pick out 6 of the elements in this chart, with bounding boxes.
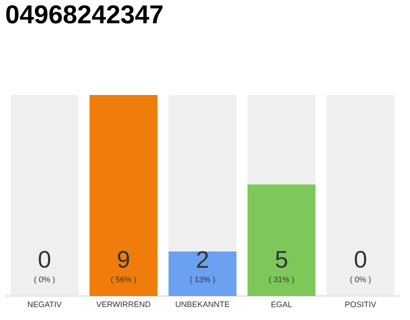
data-label: 9 [118, 250, 130, 268]
chart-title: 04968242347 [6, 5, 162, 24]
data-label: 5 [276, 251, 288, 268]
annotation: 0 [38, 250, 50, 268]
data-label: 2 [197, 251, 208, 268]
annotation: 0 [354, 250, 366, 268]
